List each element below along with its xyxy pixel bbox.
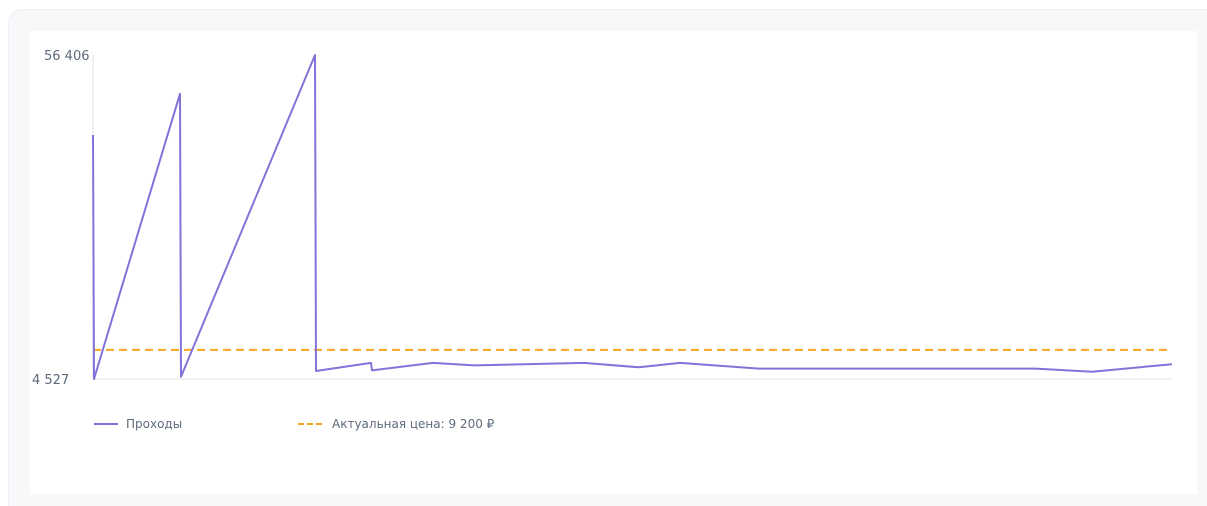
legend-swatch-solid (94, 423, 118, 425)
series-group (92, 54, 1173, 380)
chart-panel (30, 31, 1197, 494)
legend-item-current-price[interactable]: Актуальная цена: 9 200 ₽ (298, 416, 494, 432)
legend-swatch-dashed (298, 423, 322, 425)
legend-item-passes[interactable]: Проходы (94, 416, 182, 432)
series-line-passes (92, 54, 1173, 380)
axes (92, 55, 1172, 380)
legend-label-current-price: Актуальная цена: 9 200 ₽ (332, 417, 495, 431)
y-tick-min: 4 527 (32, 373, 69, 388)
y-tick-max: 56 406 (44, 49, 90, 64)
legend-label-passes: Проходы (126, 417, 183, 431)
